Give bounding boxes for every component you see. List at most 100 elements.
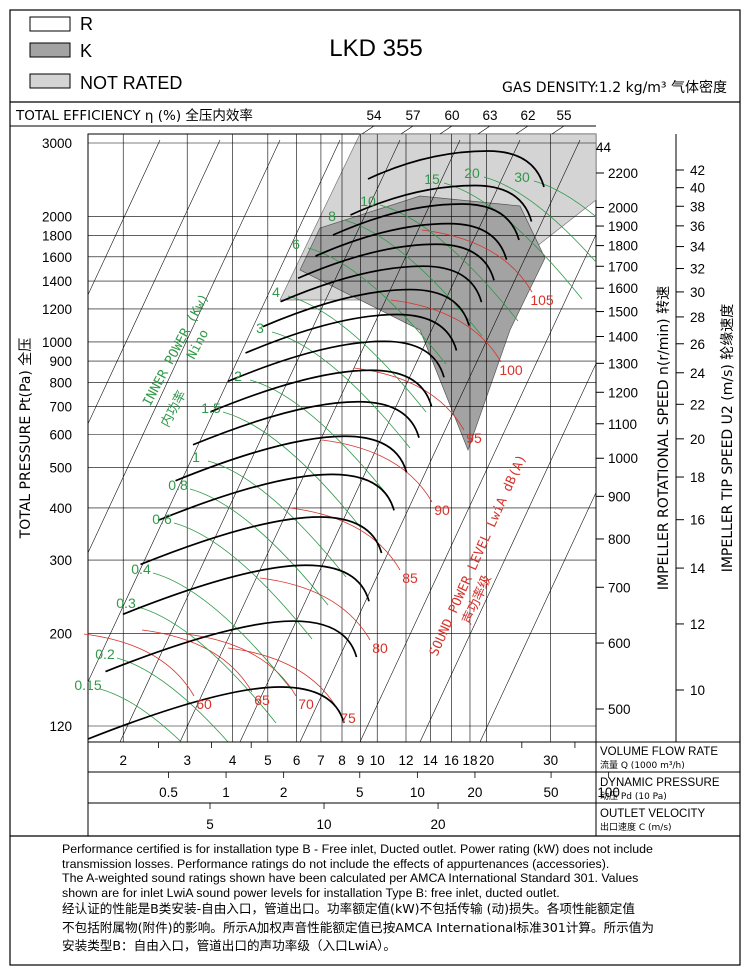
legend-swatch-not-rated [29,73,71,89]
system-line [88,139,281,553]
dynamic-tick-label: 2 [280,785,288,800]
sound-level-label: 100 [499,362,523,378]
power-label: 30 [514,169,530,185]
efficiency-tick [551,125,565,135]
tip-speed-tick-label: 26 [690,337,705,352]
tip-speed-tick-label: 34 [690,240,706,255]
fan-speed-curve [280,265,483,303]
speed-tick-label: 1900 [608,219,638,234]
power-label: 10 [360,193,376,209]
power-curve [116,657,229,742]
tip-speed-tick-label: 18 [690,470,705,485]
tip-speed-axis-title: IMPELLER TIP SPEED U2 (m/s) 轮缘速度 [720,304,736,573]
tip-speed-tick-label: 32 [690,262,705,277]
efficiency-value: 63 [482,108,497,123]
note-line-zh: 不包括附属物(附件)的影响。所示A加权声音性能额定值已按AMCA Interna… [62,919,654,935]
system-line [88,139,221,424]
pressure-tick-label: 300 [49,553,72,568]
power-curve [533,180,596,218]
efficiency-header: TOTAL EFFICIENCY η (%) 全压内效率 [15,107,253,124]
note-line: Performance certified is for installatio… [62,842,653,856]
pressure-tick-label: 120 [49,719,72,734]
flow-tick-label: 3 [183,753,191,768]
power-label: 8 [328,208,336,224]
flow-tick-label: 4 [229,753,237,768]
power-curve [271,331,411,449]
note-line: transmission losses. Performance ratings… [62,856,610,871]
flow-tick-label: 6 [293,753,301,768]
speed-tick-label: 2200 [608,166,638,181]
chart-title: LKD 355 [329,35,422,62]
flow-tick-label: 2 [119,753,127,768]
curves [83,150,596,742]
fan-speed-curve [332,203,520,241]
power-curve [287,295,427,413]
flow-tick-label: 9 [357,753,365,768]
shaded-regions [279,133,597,451]
tip-speed-tick-label: 42 [690,163,705,178]
flow-tick-label: 20 [479,753,494,768]
sound-power-label: SOUND POWER LEVEL LwiA dB(A) [427,452,530,658]
k-region [299,195,546,451]
tip-speed-tick-label: 10 [690,683,705,698]
power-label: 1.5 [201,400,221,416]
sound-level-label: 105 [530,292,554,308]
system-line [179,139,461,742]
fan-speed-curve [157,473,395,522]
note-line: shown are for inlet LwiA sound power lev… [62,885,560,900]
sound-level-curve [321,439,433,503]
fan-speed-curve [210,369,433,413]
sound-level-label: 65 [254,692,270,708]
efficiency-value: 55 [556,108,571,123]
efficiency-tick [439,125,453,135]
efficiency-tick [400,125,414,135]
pressure-tick-label: 1800 [42,229,72,244]
fan-speed-curve [140,516,383,566]
power-curve [152,572,292,690]
system-line [88,139,161,295]
flow-tick-label: 16 [444,753,459,768]
dynamic-tick-label: 100 [597,785,620,800]
fan-speed-curve [315,222,508,260]
speed-tick-label: 1200 [608,385,638,400]
dynamic-subtitle: 动压 Pd (10 Pa) [600,791,667,802]
fan-speed-curve [227,340,445,383]
note-line: The A-weighted sound ratings shown have … [62,871,639,886]
efficiency-tick [361,125,375,135]
tip-speed-tick-label: 36 [690,219,705,234]
pressure-tick-label: 700 [49,400,72,415]
velocity-tick-label: 10 [317,817,332,832]
velocity-tick-label: 5 [206,817,214,832]
system-line [479,491,596,742]
legend-label-k: K [80,41,92,61]
power-curve [207,460,347,578]
power-label: 0.4 [131,561,151,577]
performance-notes: Performance certified is for installatio… [62,842,722,956]
speed-tick-label: 800 [608,532,631,547]
system-line [119,139,401,742]
power-curve [483,176,596,263]
velocity-subtitle: 出口速度 C (m/s) [600,821,672,833]
legend-label-not-rated: NOT RATED [80,73,182,93]
speed-tick-label: 2000 [608,200,638,215]
speed-tick-label: 1300 [608,356,638,371]
speed-axis-title: IMPELLER ROTATIONAL SPEED n(r/min) 转速 [656,286,672,590]
system-line [359,233,596,742]
tip-speed-tick-label: 12 [690,617,705,632]
dynamic-tick-label: 50 [544,785,559,800]
pressure-tick-label: 600 [49,428,72,443]
power-label: 3 [256,320,264,336]
curve-labels: 60 65 70 75 80 85 90 95 100 105 0.15 0.2 0.3 0.4 0.6 0.… [74,165,554,726]
speed-tick-label: 500 [608,702,631,717]
tip-speed-tick-label: 38 [690,199,705,214]
efficiency-value: 54 [366,108,382,123]
gas-density: GAS DENSITY:1.2 kg/m³ 气体密度 [502,79,727,96]
speed-tick-label: 600 [608,636,631,651]
efficiency-value: 57 [405,108,420,123]
axis-ticks: 1202003004005006007008009001000120014001… [42,136,706,734]
flow-tick-label: 30 [543,753,558,768]
pressure-tick-label: 1400 [42,274,72,289]
sound-level-label: 80 [372,640,388,656]
tip-speed-tick-label: 14 [690,561,706,576]
